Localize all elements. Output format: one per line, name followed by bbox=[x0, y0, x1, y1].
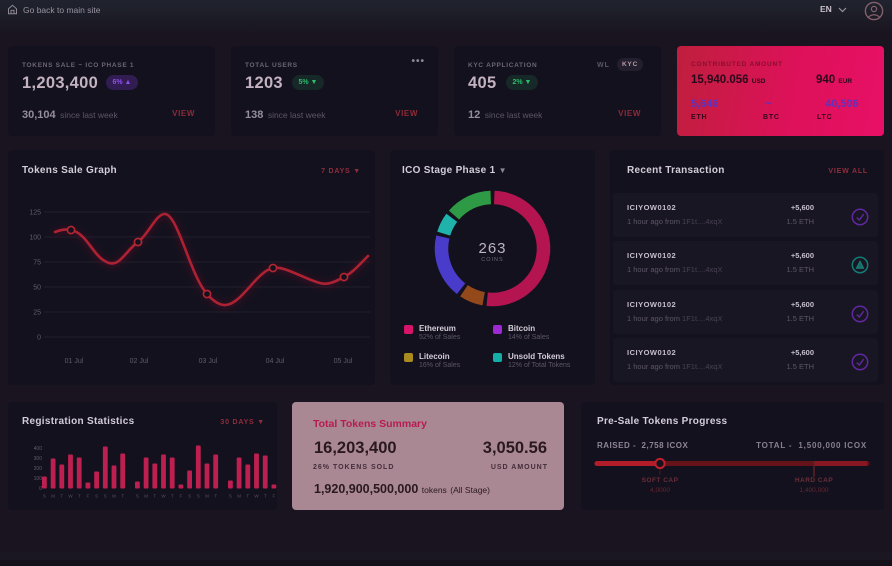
svg-text:S: S bbox=[95, 494, 98, 499]
svg-text:05 Jul: 05 Jul bbox=[334, 358, 353, 365]
svg-text:M: M bbox=[205, 494, 209, 499]
svg-text:M: M bbox=[51, 494, 55, 499]
svg-text:M: M bbox=[144, 494, 148, 499]
svg-text:25: 25 bbox=[33, 310, 41, 317]
svg-text:T: T bbox=[264, 494, 267, 499]
svg-text:75: 75 bbox=[33, 260, 41, 267]
svg-text:F: F bbox=[87, 494, 90, 499]
svg-text:M: M bbox=[112, 494, 116, 499]
svg-text:S: S bbox=[43, 494, 46, 499]
svg-text:0: 0 bbox=[37, 335, 41, 342]
svg-text:S: S bbox=[197, 494, 200, 499]
svg-text:S: S bbox=[188, 494, 191, 499]
svg-text:125: 125 bbox=[29, 210, 41, 217]
svg-text:0: 0 bbox=[39, 486, 42, 492]
svg-text:T: T bbox=[246, 494, 249, 499]
svg-text:S: S bbox=[104, 494, 107, 499]
svg-text:300: 300 bbox=[34, 456, 43, 462]
svg-text:T: T bbox=[171, 494, 174, 499]
svg-text:M: M bbox=[237, 494, 241, 499]
svg-text:S: S bbox=[136, 494, 139, 499]
svg-text:W: W bbox=[68, 494, 73, 499]
svg-text:W: W bbox=[254, 494, 259, 499]
svg-text:04 Jul: 04 Jul bbox=[266, 358, 285, 365]
svg-text:03 Jul: 03 Jul bbox=[199, 358, 218, 365]
svg-text:T: T bbox=[121, 494, 124, 499]
svg-text:T: T bbox=[214, 494, 217, 499]
svg-text:100: 100 bbox=[34, 476, 43, 482]
svg-text:COINS: COINS bbox=[481, 257, 503, 263]
svg-text:F: F bbox=[180, 494, 183, 499]
svg-text:F: F bbox=[273, 494, 276, 499]
svg-text:263: 263 bbox=[478, 240, 506, 257]
svg-text:400: 400 bbox=[34, 446, 43, 452]
svg-text:T: T bbox=[60, 494, 63, 499]
svg-text:50: 50 bbox=[33, 285, 41, 292]
svg-text:W: W bbox=[161, 494, 166, 499]
svg-text:01 Jul: 01 Jul bbox=[65, 358, 84, 365]
svg-text:T: T bbox=[78, 494, 81, 499]
svg-text:S: S bbox=[229, 494, 232, 499]
svg-text:T: T bbox=[153, 494, 156, 499]
svg-text:02 Jul: 02 Jul bbox=[130, 358, 149, 365]
svg-text:200: 200 bbox=[34, 466, 43, 472]
svg-text:100: 100 bbox=[29, 235, 41, 242]
